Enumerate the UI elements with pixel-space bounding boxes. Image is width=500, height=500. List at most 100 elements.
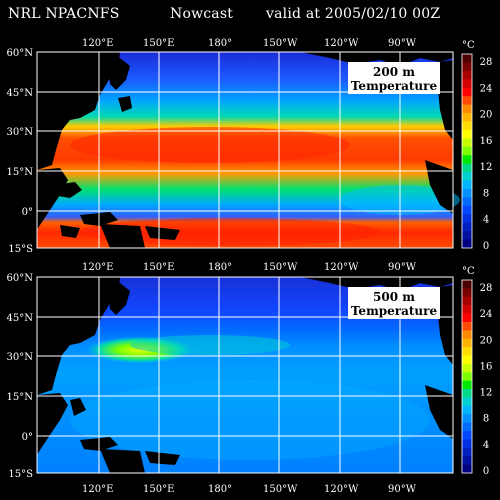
lat-label: 0° — [22, 207, 33, 218]
colorbar-swatch — [462, 338, 472, 348]
colorbar-swatch — [462, 96, 472, 106]
colorbar-bottom: 28 24 20 16 12 8 4 0 — [461, 279, 493, 477]
colorbar-swatch — [462, 280, 472, 289]
lon-label: 150°E — [143, 38, 174, 49]
colorbar-swatch — [462, 456, 472, 466]
title-valid: valid at 2005/02/10 00Z — [266, 6, 441, 22]
colorbar-tick-label: 24 — [480, 83, 493, 94]
lat-labels-top: 60°N 45°N 30°N 15°N 0° 15°S — [7, 48, 34, 255]
lon-label: 180° — [208, 262, 232, 273]
lat-label: 30°N — [7, 352, 34, 363]
colorbar-swatch — [462, 405, 472, 415]
lon-label: 90°W — [388, 38, 417, 49]
lat-label: 60°N — [7, 273, 34, 284]
colorbar-swatch — [462, 414, 472, 424]
colorbar-tick-label: 4 — [483, 215, 489, 226]
colorbar-swatch — [462, 62, 472, 72]
colorbar-tick-label: 4 — [483, 440, 489, 451]
colorbar-swatch — [462, 222, 472, 232]
colorbar-swatch — [462, 380, 472, 390]
colorbar-swatch — [462, 54, 472, 63]
colorbar-swatch — [462, 330, 472, 340]
colorbar-tick-label: 20 — [480, 110, 493, 121]
depth-label: 200 m — [373, 65, 415, 79]
lon-label: 150°W — [263, 262, 298, 273]
lat-label: 30°N — [7, 127, 34, 138]
lat-labels-bottom: 60°N 45°N 30°N 15°N 0° 15°S — [7, 273, 34, 480]
lon-label: 120°E — [82, 484, 113, 495]
panel-200m: 200 m Temperature — [36, 51, 460, 249]
lon-label: 150°E — [143, 484, 174, 495]
colorbar-swatch — [462, 288, 472, 298]
colorbar-tick-label: 28 — [480, 283, 493, 294]
colorbar-swatch — [462, 87, 472, 97]
colorbar-swatch — [462, 138, 472, 148]
colorbar-unit: °C — [462, 266, 475, 277]
colorbar-swatch — [462, 129, 472, 139]
colorbar-swatch — [462, 239, 472, 249]
lat-label: 15°N — [7, 392, 34, 403]
lat-label: 15°S — [8, 244, 33, 255]
colorbar-top: 28 24 20 16 12 8 4 0 — [461, 53, 493, 252]
colorbar-swatch — [462, 313, 472, 323]
colorbar-tick-label: 12 — [480, 162, 493, 173]
lat-label: 60°N — [7, 48, 34, 59]
lon-label: 90°W — [388, 484, 417, 495]
panel-500m: 500 m Temperature — [36, 276, 460, 474]
colorbar-swatch — [462, 363, 472, 373]
colorbar-swatch — [462, 205, 472, 215]
colorbar-swatch — [462, 372, 472, 382]
lon-label: 120°E — [82, 262, 113, 273]
colorbar-swatch — [462, 121, 472, 131]
colorbar-swatch — [462, 104, 472, 114]
colorbar-swatch — [462, 231, 472, 240]
colorbar-swatch — [462, 347, 472, 356]
colorbar-swatch — [462, 422, 472, 432]
lat-label: 45°N — [7, 313, 34, 324]
colorbar-tick-label: 8 — [483, 188, 489, 199]
title-org: NRL NPACNFS — [8, 6, 120, 22]
lon-label: 120°W — [324, 38, 359, 49]
lat-label: 15°S — [8, 469, 33, 480]
lon-label: 120°W — [324, 484, 359, 495]
colorbar-swatch — [462, 447, 472, 457]
colorbar-border — [461, 279, 473, 474]
lon-label: 120°E — [82, 38, 113, 49]
colorbar-swatch — [462, 439, 472, 449]
colorbar-swatch — [462, 70, 472, 80]
lon-label: 180° — [208, 38, 232, 49]
colorbar-tick-label: 0 — [483, 241, 489, 252]
colorbar-tick-label: 16 — [480, 136, 493, 147]
lat-label: 45°N — [7, 88, 34, 99]
lat-label: 15°N — [7, 167, 34, 178]
colorbar-tick-label: 20 — [480, 335, 493, 346]
colorbar-swatch — [462, 180, 472, 190]
colorbar-swatch — [462, 163, 472, 173]
colorbar-tick-label: 12 — [480, 388, 493, 399]
lon-label: 150°W — [263, 38, 298, 49]
colorbar-tick-label: 24 — [480, 309, 493, 320]
variable-label: Temperature — [351, 304, 438, 318]
title-mode: Nowcast — [170, 6, 234, 22]
colorbar-swatch — [462, 146, 472, 156]
colorbar-swatch — [462, 197, 472, 207]
colorbar-swatch — [462, 296, 472, 306]
colorbar-swatch — [462, 464, 472, 474]
colorbar-tick-label: 0 — [483, 466, 489, 477]
colorbar-swatch — [462, 305, 472, 314]
colorbar-swatch — [462, 79, 472, 89]
lon-label: 90°W — [388, 262, 417, 273]
colorbar-swatch — [462, 355, 472, 365]
colorbar-tick-label: 8 — [483, 414, 489, 425]
colorbar-swatch — [462, 397, 472, 407]
colorbar-swatch — [462, 214, 472, 224]
lon-labels-top: 120°E 150°E 180° 150°W 120°W 90°W — [82, 38, 417, 49]
colorbar-swatch — [462, 113, 472, 122]
depth-label: 500 m — [373, 290, 415, 304]
lat-label: 0° — [22, 432, 33, 443]
lon-labels-bottom: 120°E 150°E 180° 150°W 120°W 90°W — [82, 484, 417, 495]
colorbar-swatch — [462, 321, 472, 331]
colorbar-swatch — [462, 155, 472, 165]
lon-label: 120°W — [324, 262, 359, 273]
